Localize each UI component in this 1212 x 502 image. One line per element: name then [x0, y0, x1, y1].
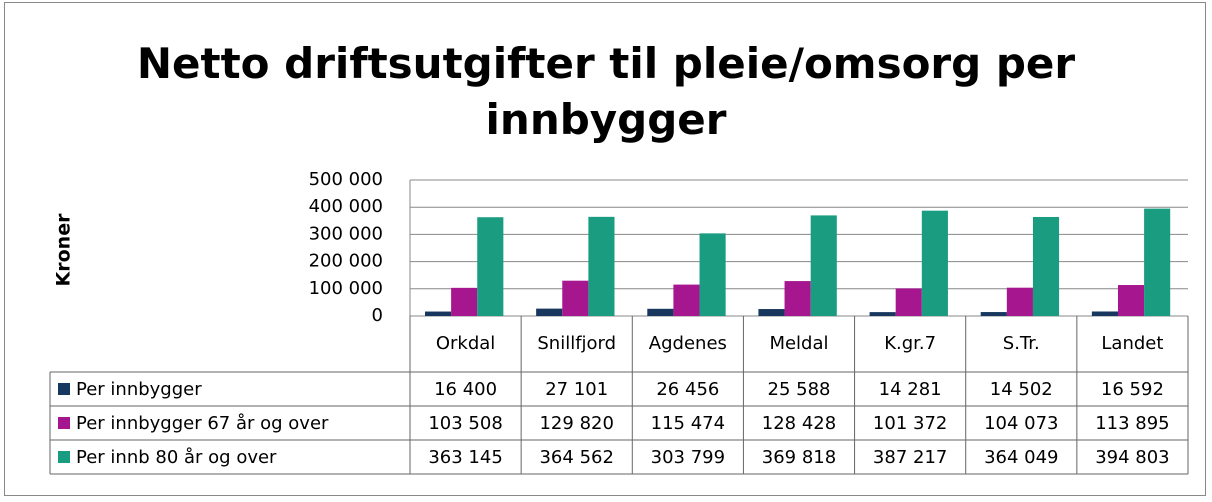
legend-label: Per innbygger 67 år og over: [76, 413, 329, 434]
legend-key: [58, 383, 70, 395]
legend-label: Per innb 80 år og over: [76, 447, 277, 468]
y-tick-label: 300 000: [309, 223, 383, 244]
data-table-value: 27 101: [545, 379, 608, 400]
data-table-value: 369 818: [762, 447, 836, 468]
data-table-value: 115 474: [651, 413, 725, 434]
y-tick-label: 200 000: [309, 251, 383, 272]
data-table-value: 113 895: [1095, 413, 1169, 434]
bar: [784, 281, 811, 316]
bar: [477, 217, 504, 316]
legend-label: Per innbygger: [76, 379, 202, 400]
data-table-value: 101 372: [873, 413, 947, 434]
data-table-value: 14 281: [879, 379, 942, 400]
bar: [425, 311, 452, 316]
y-tick-label: 400 000: [309, 196, 383, 217]
x-tick-label: S.Tr.: [1002, 333, 1040, 354]
data-table-value: 26 456: [656, 379, 719, 400]
bar: [1144, 208, 1171, 316]
chart-frame: [4, 2, 1206, 496]
data-table-value: 394 803: [1095, 447, 1169, 468]
data-table-value: 303 799: [651, 447, 725, 468]
legend-key: [58, 451, 70, 463]
bar: [921, 210, 948, 316]
x-tick-label: Orkdal: [435, 333, 496, 354]
legend-key: [58, 417, 70, 429]
x-tick-label: K.gr.7: [884, 333, 937, 354]
bar: [673, 284, 700, 316]
y-tick-label: 0: [372, 305, 383, 326]
data-table-value: 129 820: [539, 413, 613, 434]
bar: [980, 312, 1007, 316]
data-table-value: 14 502: [990, 379, 1053, 400]
data-table-value: 16 400: [434, 379, 497, 400]
bar: [1091, 311, 1118, 316]
data-table-value: 128 428: [762, 413, 836, 434]
data-table-value: 16 592: [1101, 379, 1164, 400]
x-tick-label: Meldal: [769, 333, 829, 354]
bar: [562, 280, 589, 316]
bar: [699, 233, 726, 316]
data-table-value: 363 145: [428, 447, 502, 468]
data-table-value: 25 588: [768, 379, 831, 400]
bar: [647, 308, 674, 316]
y-tick-label: 100 000: [309, 278, 383, 299]
y-axis-label: Kroner: [53, 213, 75, 287]
chart-title: Netto driftsutgifter til pleie/omsorg pe…: [136, 39, 1076, 144]
bar: [1117, 285, 1145, 316]
x-tick-label: Landet: [1101, 333, 1164, 354]
x-tick-label: Agdenes: [648, 333, 727, 354]
bar: [588, 216, 615, 316]
x-tick-label: Snillfjord: [537, 333, 617, 354]
bar: [536, 308, 563, 316]
data-table-value: 104 073: [984, 413, 1058, 434]
y-tick-label: 500 000: [309, 169, 383, 190]
bar: [1032, 216, 1060, 316]
bar: [810, 215, 837, 316]
data-table-value: 364 049: [984, 447, 1058, 468]
bar: [1006, 287, 1033, 316]
bar: [451, 287, 478, 316]
bar: [758, 309, 785, 316]
data-table-value: 364 562: [539, 447, 613, 468]
data-table-value: 103 508: [428, 413, 502, 434]
data-table-value: 387 217: [873, 447, 947, 468]
bar: [895, 288, 922, 316]
bar: [869, 312, 896, 316]
